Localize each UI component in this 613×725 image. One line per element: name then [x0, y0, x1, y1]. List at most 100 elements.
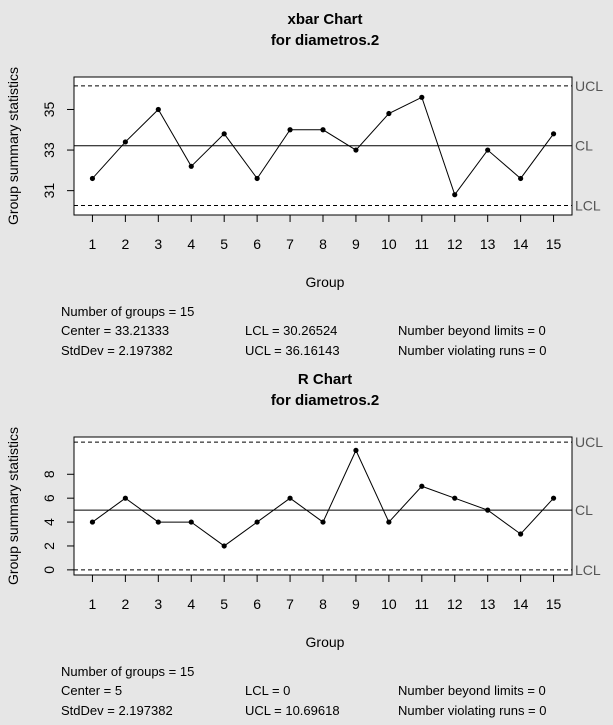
plot-area: [73, 436, 573, 576]
data-point-group-13: [485, 147, 491, 153]
data-series: [89, 94, 557, 198]
x-tick-label: 7: [286, 236, 294, 252]
stat-ucl: UCL = 10.69618: [245, 703, 340, 718]
summary-stats: Number of groups = 15 Center = 5 StdDev …: [61, 664, 547, 718]
data-point-group-2: [122, 495, 128, 501]
x-axis: 1 2 3 4 5 6 7 8 9 10 11 12 13 14 15: [89, 214, 562, 252]
x-tick-label: 15: [546, 596, 562, 612]
chart-subtitle: for diametros.2: [271, 392, 379, 409]
y-tick-label: 31: [41, 183, 57, 199]
data-point-group-4: [188, 519, 194, 525]
x-axis-label: Group: [306, 634, 345, 650]
chart-title: xbar Chart: [287, 11, 362, 28]
x-tick-label: 3: [154, 236, 162, 252]
x-tick-label: 12: [447, 236, 463, 252]
data-point-group-3: [155, 106, 161, 113]
stat-beyond-limits: Number beyond limits = 0: [398, 323, 546, 338]
x-tick-label: 4: [187, 596, 195, 612]
data-point-group-12: [452, 495, 458, 501]
x-tick-label: 2: [121, 236, 129, 252]
x-tick-label: 15: [546, 236, 562, 252]
x-tick-label: 3: [154, 596, 162, 612]
data-point-group-6: [254, 175, 260, 182]
y-axis: 0 2 4 6 8: [41, 470, 75, 574]
data-point-group-7: [287, 495, 293, 501]
x-tick-label: 14: [513, 596, 529, 612]
control-limits: UCL CL LCL: [74, 434, 603, 578]
data-point-group-12: [452, 192, 458, 198]
chart-subtitle: for diametros.2: [271, 32, 379, 49]
x-tick-label: 9: [352, 236, 360, 252]
center-label: CL: [575, 138, 593, 154]
y-axis-label: Group summary statistics: [5, 67, 21, 225]
data-point-group-3: [155, 519, 161, 525]
data-point-group-5: [221, 543, 227, 549]
data-point-group-4: [188, 163, 194, 169]
control-limits: UCL CL LCL: [74, 78, 603, 214]
stat-violating-runs: Number violating runs = 0: [398, 343, 547, 358]
chart-title: R Chart: [298, 371, 352, 388]
y-tick-label: 8: [41, 470, 57, 478]
x-tick-label: 6: [253, 596, 261, 612]
y-tick-label: 2: [41, 542, 57, 550]
x-tick-label: 1: [89, 596, 97, 612]
x-tick-label: 4: [187, 236, 195, 252]
data-point-group-15: [550, 131, 557, 137]
data-point-group-11: [419, 94, 425, 100]
data-point-group-5: [221, 131, 227, 137]
data-point-group-7: [287, 127, 293, 133]
stat-number-of-groups: Number of groups = 15: [61, 664, 194, 679]
stat-lcl: LCL = 0: [245, 683, 290, 698]
x-tick-label: 13: [480, 596, 496, 612]
x-tick-label: 8: [319, 236, 327, 252]
stat-center: Center = 33.21333: [61, 323, 169, 338]
data-point-group-15: [550, 495, 557, 501]
data-point-group-8: [320, 519, 326, 525]
data-point-group-1: [89, 175, 96, 182]
x-axis: 1 2 3 4 5 6 7 8 9 10 11 12 13 14 15: [89, 574, 562, 612]
lcl-label: LCL: [575, 198, 601, 214]
y-tick-label: 6: [41, 494, 57, 502]
x-tick-label: 13: [480, 236, 496, 252]
y-tick-label: 33: [41, 142, 57, 158]
stat-lcl: LCL = 30.26524: [245, 323, 337, 338]
stat-number-of-groups: Number of groups = 15: [61, 304, 194, 319]
data-point-group-6: [254, 519, 260, 525]
x-tick-label: 11: [415, 596, 430, 612]
data-point-group-14: [518, 175, 524, 182]
data-point-group-11: [419, 483, 425, 489]
y-axis: 31 33 35: [41, 101, 75, 199]
x-tick-label: 5: [220, 236, 228, 252]
x-tick-label: 11: [415, 236, 430, 252]
x-tick-label: 7: [286, 596, 294, 612]
x-axis-label: Group: [306, 274, 345, 290]
ucl-label: UCL: [575, 78, 603, 94]
x-tick-label: 8: [319, 596, 327, 612]
data-point-group-10: [386, 519, 392, 525]
data-point-group-9: [353, 447, 359, 453]
ucl-label: UCL: [575, 434, 603, 450]
y-tick-label: 0: [41, 566, 57, 574]
data-point-group-8: [320, 127, 326, 133]
stat-stddev: StdDev = 2.197382: [61, 343, 173, 358]
x-tick-label: 5: [220, 596, 228, 612]
stat-beyond-limits: Number beyond limits = 0: [398, 683, 546, 698]
data-series: [89, 447, 557, 549]
data-point-group-2: [122, 139, 128, 145]
x-tick-label: 10: [381, 596, 397, 612]
x-tick-label: 1: [89, 236, 97, 252]
center-label: CL: [575, 502, 593, 518]
y-tick-label: 35: [41, 101, 57, 117]
x-tick-label: 10: [381, 236, 397, 252]
data-point-group-14: [518, 531, 524, 537]
data-point-group-10: [386, 110, 392, 117]
stat-stddev: StdDev = 2.197382: [61, 703, 173, 718]
y-axis-label: Group summary statistics: [5, 427, 21, 585]
stat-ucl: UCL = 36.16143: [245, 343, 340, 358]
lcl-label: LCL: [575, 562, 601, 578]
x-tick-label: 9: [352, 596, 360, 612]
data-point-group-1: [89, 519, 96, 525]
y-tick-label: 4: [41, 518, 57, 526]
